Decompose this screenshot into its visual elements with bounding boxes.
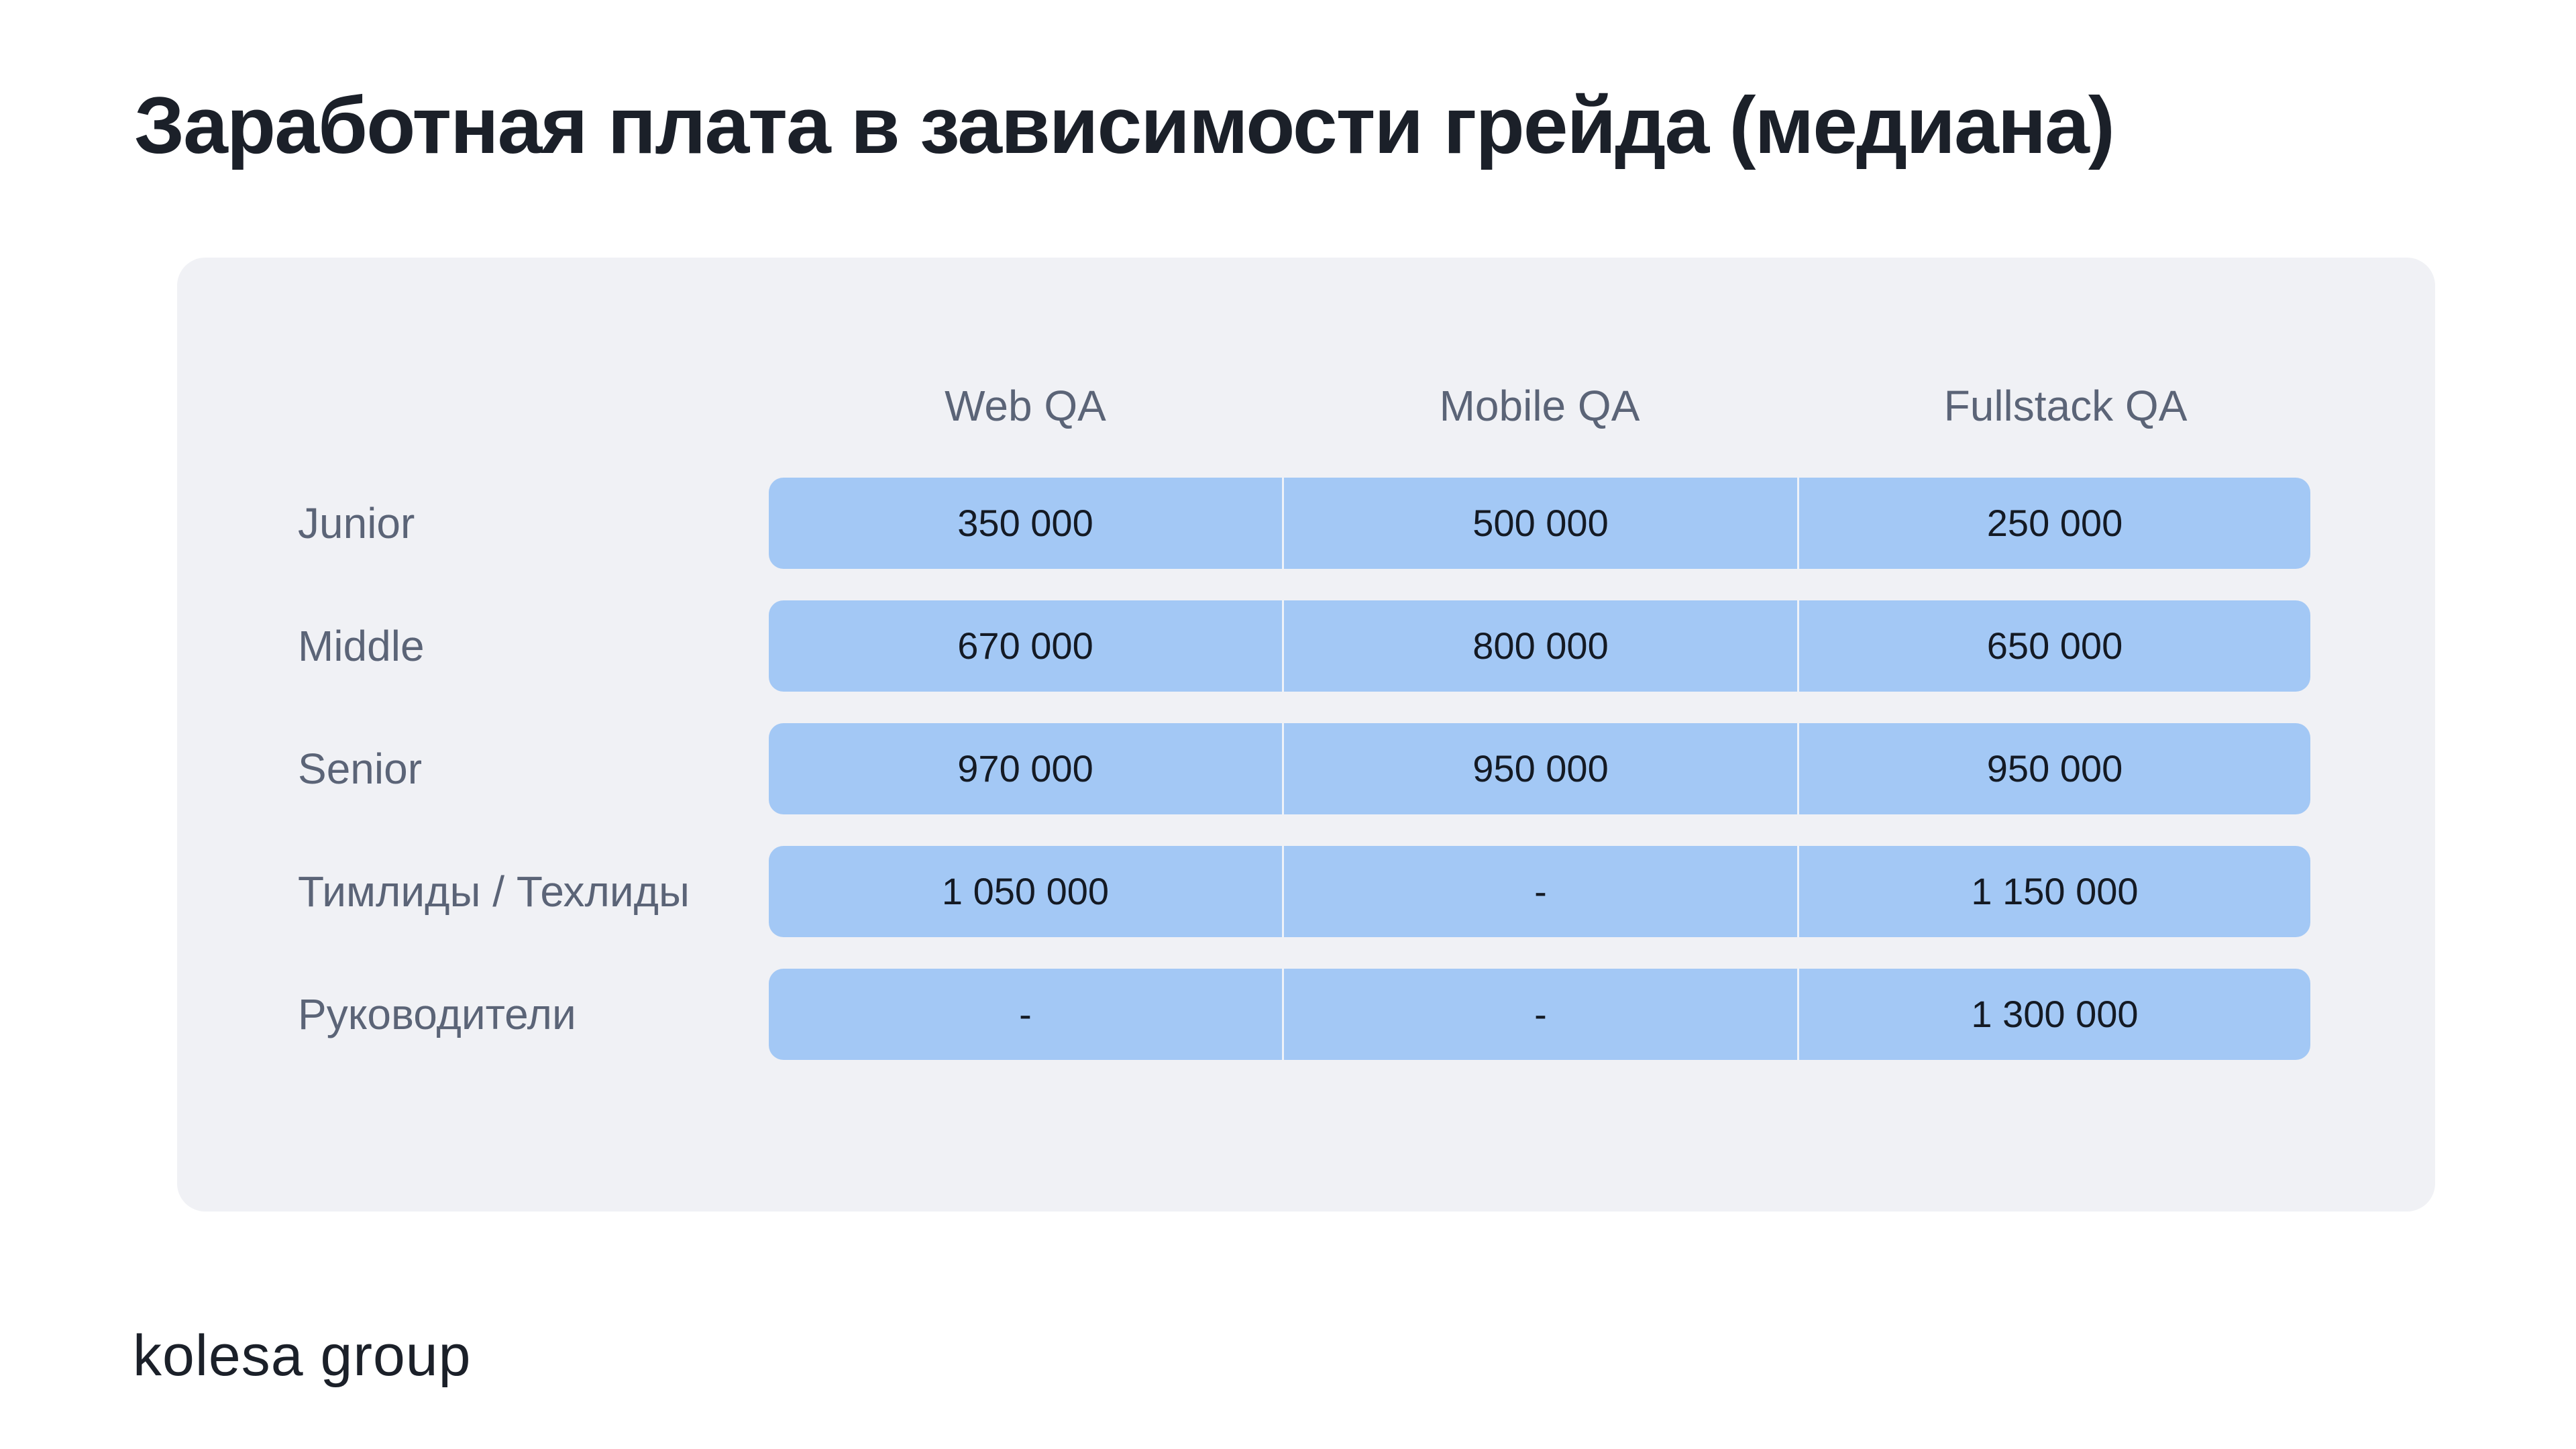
table-row-middle: 670 000 800 000 650 000	[769, 600, 2310, 692]
kolesa-group-logo: kolesa group	[133, 1324, 472, 1388]
table-cell: -	[1019, 993, 1032, 1035]
table-cell: 670 000	[957, 625, 1093, 667]
table-cell: 250 000	[1797, 478, 2310, 569]
row-label-senior: Senior	[298, 745, 422, 793]
row-label-middle: Middle	[298, 622, 425, 670]
table-cell: 650 000	[1797, 600, 2310, 692]
row-label-team-leads: Тимлиды / Техлиды	[298, 867, 690, 916]
row-label-junior: Junior	[298, 499, 415, 547]
table-cell: 800 000	[1282, 600, 1797, 692]
table-row-team-leads: 1 050 000 - 1 150 000	[769, 846, 2310, 937]
table-cell: 500 000	[1282, 478, 1797, 569]
column-header-mobile-qa: Mobile QA	[1439, 382, 1640, 430]
column-header-fullstack-qa: Fullstack QA	[1943, 382, 2188, 430]
table-cell: -	[1282, 969, 1797, 1060]
table-cell: 1 050 000	[941, 870, 1110, 912]
table-cell: 970 000	[957, 747, 1093, 790]
column-header-web-qa: Web QA	[945, 382, 1106, 430]
table-cell: 950 000	[1797, 723, 2310, 814]
table-row-managers: - - 1 300 000	[769, 969, 2310, 1060]
table-cell: 350 000	[957, 502, 1093, 544]
table-cell: 1 150 000	[1797, 846, 2310, 937]
table-row-junior: 350 000 500 000 250 000	[769, 478, 2310, 569]
table-cell: 950 000	[1282, 723, 1797, 814]
table-cell: -	[1282, 846, 1797, 937]
table-cell: 1 300 000	[1797, 969, 2310, 1060]
row-label-managers: Руководители	[298, 990, 576, 1038]
table-row-senior: 970 000 950 000 950 000	[769, 723, 2310, 814]
page-title: Заработная плата в зависимости грейда (м…	[134, 80, 2115, 170]
